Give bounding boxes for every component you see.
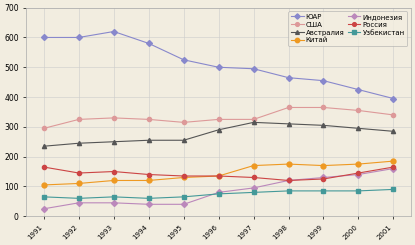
Узбекистан	[42, 196, 46, 198]
Австралия	[216, 128, 221, 131]
Line: Китай: Китай	[42, 159, 396, 187]
Россия	[321, 178, 326, 181]
Индонезия	[216, 191, 221, 194]
Австралия	[321, 124, 326, 127]
Россия	[181, 174, 186, 177]
США	[286, 106, 291, 109]
Китай	[391, 160, 396, 163]
Узбекистан	[181, 196, 186, 198]
Россия	[216, 174, 221, 177]
Австралия	[111, 140, 116, 143]
Индонезия	[391, 167, 396, 170]
США	[42, 127, 46, 130]
США	[181, 121, 186, 124]
Китай	[251, 164, 256, 167]
Индонезия	[42, 207, 46, 210]
Индонезия	[76, 201, 81, 204]
ЮАР	[146, 42, 151, 45]
Австралия	[76, 142, 81, 145]
ЮАР	[286, 76, 291, 79]
Индонезия	[181, 203, 186, 206]
Китай	[216, 174, 221, 177]
Австралия	[42, 145, 46, 148]
Индонезия	[146, 203, 151, 206]
Индонезия	[356, 173, 361, 176]
Line: ЮАР: ЮАР	[42, 29, 395, 101]
ЮАР	[76, 36, 81, 39]
Узбекистан	[391, 188, 396, 191]
США	[321, 106, 326, 109]
Узбекистан	[146, 197, 151, 200]
Австралия	[356, 127, 361, 130]
Legend: ЮАР, США, Австралия, Китай, Индонезия, Россия, Узбекистан: ЮАР, США, Австралия, Китай, Индонезия, Р…	[288, 11, 408, 46]
Индонезия	[286, 179, 291, 182]
ЮАР	[391, 97, 396, 100]
Узбекистан	[251, 191, 256, 194]
Line: США: США	[42, 105, 395, 130]
Китай	[321, 164, 326, 167]
Австралия	[391, 130, 396, 133]
Россия	[42, 166, 46, 169]
ЮАР	[111, 30, 116, 33]
Австралия	[146, 139, 151, 142]
Австралия	[286, 122, 291, 125]
Китай	[356, 163, 361, 166]
Россия	[111, 170, 116, 173]
Индонезия	[251, 186, 256, 189]
Узбекистан	[321, 189, 326, 192]
США	[146, 118, 151, 121]
Line: Узбекистан: Узбекистан	[42, 187, 396, 201]
Китай	[42, 184, 46, 186]
Россия	[146, 173, 151, 176]
Line: Россия: Россия	[42, 165, 395, 183]
Индонезия	[111, 201, 116, 204]
США	[111, 116, 116, 119]
Узбекистан	[216, 192, 221, 195]
ЮАР	[181, 58, 186, 61]
Line: Индонезия: Индонезия	[42, 166, 395, 211]
Китай	[286, 163, 291, 166]
США	[251, 118, 256, 121]
ЮАР	[251, 67, 256, 70]
Китай	[181, 176, 186, 179]
Австралия	[181, 139, 186, 142]
Россия	[251, 176, 256, 179]
Китай	[76, 182, 81, 185]
Россия	[76, 172, 81, 174]
Австралия	[251, 121, 256, 124]
Узбекистан	[356, 189, 361, 192]
США	[391, 113, 396, 116]
Россия	[286, 179, 291, 182]
США	[76, 118, 81, 121]
Россия	[356, 172, 361, 174]
Китай	[111, 179, 116, 182]
Китай	[146, 179, 151, 182]
ЮАР	[356, 88, 361, 91]
Россия	[391, 166, 396, 169]
США	[216, 118, 221, 121]
ЮАР	[216, 66, 221, 69]
ЮАР	[321, 79, 326, 82]
Узбекистан	[286, 189, 291, 192]
Индонезия	[321, 176, 326, 179]
Line: Австралия: Австралия	[42, 120, 395, 148]
Узбекистан	[111, 196, 116, 198]
США	[356, 109, 361, 112]
ЮАР	[42, 36, 46, 39]
Узбекистан	[76, 197, 81, 200]
